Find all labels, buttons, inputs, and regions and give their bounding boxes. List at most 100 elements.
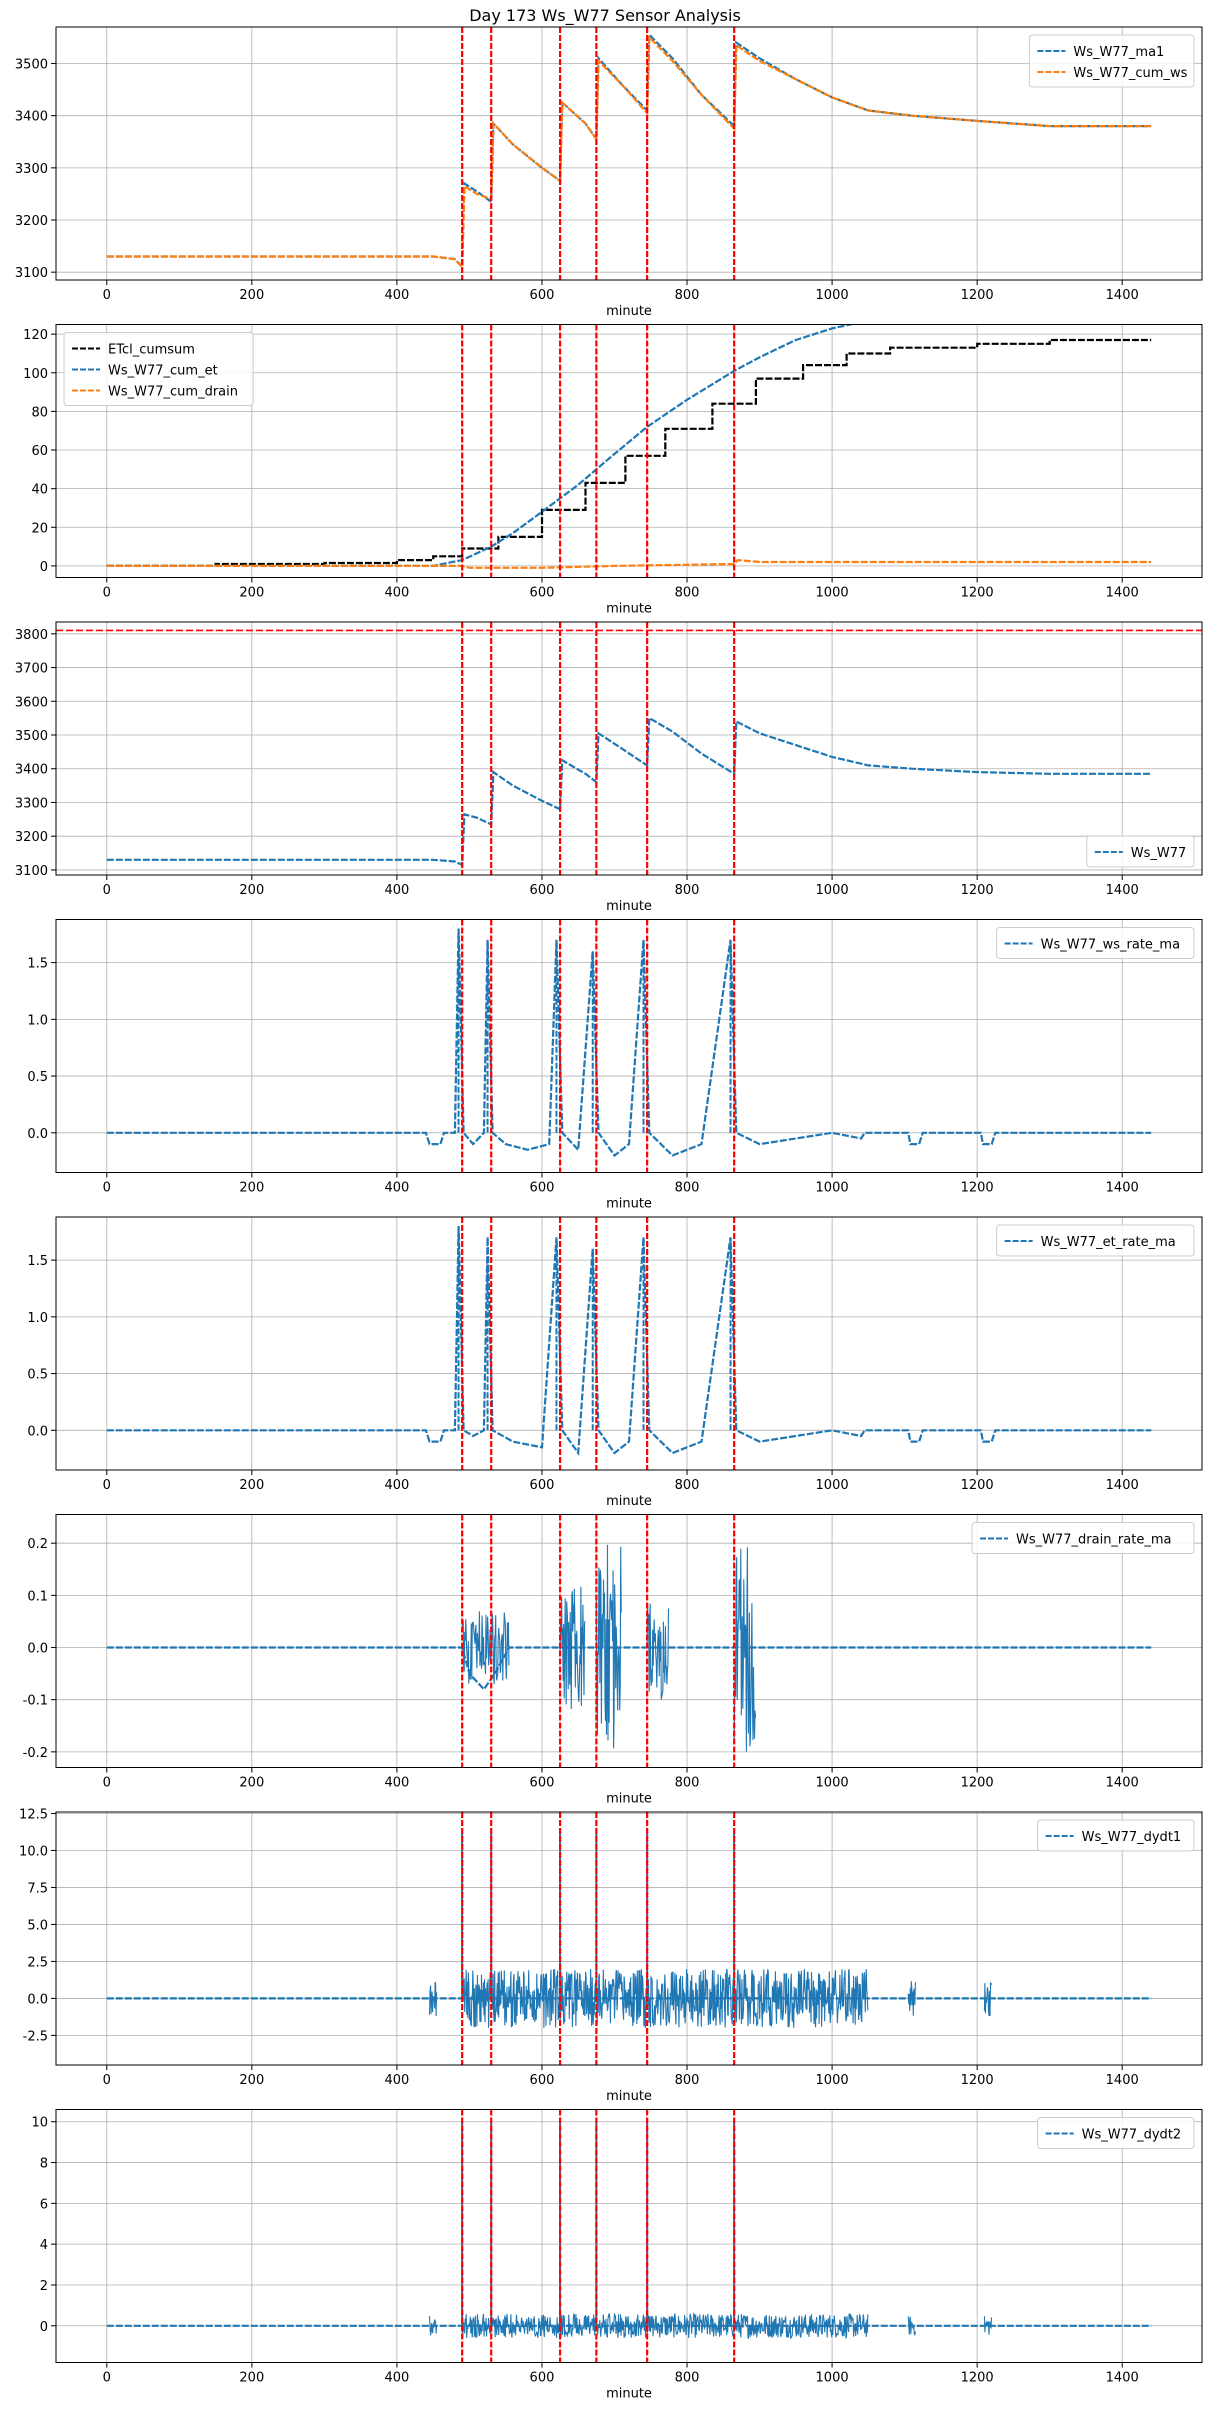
- x-tick-label: 600: [530, 1776, 555, 1791]
- legend-box: [1086, 835, 1195, 868]
- x-tick-label: 0: [103, 1478, 111, 1493]
- legend-box: [1037, 1819, 1195, 1852]
- legend: Ws_W77_ws_rate_ma: [996, 927, 1195, 959]
- legend: ETcl_cumsum Ws_W77_cum_et Ws_W77_cum_drain: [63, 332, 254, 406]
- y-tick-label: 12.5: [19, 1807, 48, 1822]
- y-tick-label: 1.5: [27, 1254, 48, 1269]
- y-tick-label: 3800: [15, 628, 48, 643]
- legend-label: Ws_W77: [1131, 846, 1187, 861]
- x-tick-label: 800: [675, 1776, 700, 1791]
- x-tick-label: 200: [239, 288, 264, 303]
- y-tick-label: 3400: [15, 110, 48, 125]
- axes-frame: [55, 26, 1203, 281]
- series-line-Ws_W77: [106, 716, 1152, 867]
- x-tick-label: 1200: [961, 1776, 994, 1791]
- x-tick-label: 600: [530, 586, 555, 601]
- x-tick-label: 0: [103, 2073, 111, 2088]
- x-tick-label: 800: [675, 586, 700, 601]
- legend-label: Ws_W77_cum_et: [108, 364, 218, 379]
- x-axis-label: minute: [606, 2089, 652, 2104]
- plot-area: [106, 2109, 1152, 2363]
- y-tick-label: 5.0: [27, 1918, 48, 1933]
- x-tick-label: 1000: [816, 586, 849, 601]
- x-tick-label: 600: [530, 2073, 555, 2088]
- x-tick-label: 400: [384, 1181, 409, 1196]
- x-axis-label: minute: [606, 602, 652, 617]
- x-tick-label: 400: [384, 288, 409, 303]
- legend-label: Ws_W77_dydt2: [1082, 2128, 1182, 2143]
- x-ticks: 0 200 400 600 800 1000 1200 1400: [103, 280, 1139, 303]
- x-tick-label: 1400: [1106, 1181, 1139, 1196]
- x-tick-label: 1400: [1106, 288, 1139, 303]
- series-line-Ws_W77_cum_drain: [106, 558, 1152, 569]
- y-tick-label: 4: [40, 2238, 48, 2253]
- y-tick-label: 2: [40, 2279, 48, 2294]
- panel-7: 0 200 400 600 800 1000 1200 1400 -2.5 0.0 2.5 5.0 7.…: [19, 1807, 1203, 2104]
- x-tick-label: 1000: [816, 2073, 849, 2088]
- x-tick-label: 1400: [1106, 586, 1139, 601]
- x-axis-label: minute: [606, 304, 652, 319]
- x-tick-label: 200: [239, 2371, 264, 2386]
- axes-frame: [55, 1216, 1203, 1471]
- y-tick-label: 3500: [15, 729, 48, 744]
- x-tick-label: 200: [239, 2073, 264, 2088]
- plot-area: [106, 1514, 1152, 1768]
- x-tick-label: 1400: [1106, 2371, 1139, 2386]
- y-tick-label: 10: [31, 2116, 48, 2131]
- x-tick-label: 200: [239, 883, 264, 898]
- x-tick-label: 200: [239, 1776, 264, 1791]
- legend-label: Ws_W77_cum_ws: [1073, 66, 1187, 81]
- x-ticks: 0 200 400 600 800 1000 1200 1400: [103, 577, 1139, 601]
- x-tick-label: 400: [384, 2371, 409, 2386]
- axes-frame: [55, 2109, 1203, 2363]
- axes-frame: [55, 1514, 1203, 1768]
- figure-title: Day 173 Ws_W77 Sensor Analysis: [469, 6, 741, 26]
- series-line-Ws_W77_cum_ws: [106, 34, 1152, 270]
- legend-box: [63, 332, 254, 406]
- y-tick-label: 0.0: [27, 1642, 48, 1657]
- noise-band: [733, 1547, 757, 1752]
- axes-frame: [55, 1811, 1203, 2066]
- x-ticks: 0 200 400 600 800 1000 1200 1400: [103, 2065, 1139, 2088]
- y-tick-label: 3400: [15, 763, 48, 778]
- y-tick-label: 3700: [15, 662, 48, 677]
- y-tick-label: 0: [40, 2320, 48, 2335]
- y-ticks: 0 2 4 6 8 10: [31, 2116, 56, 2335]
- legend: Ws_W77_drain_rate_ma: [971, 1522, 1195, 1554]
- y-tick-label: 0.0: [27, 1127, 48, 1142]
- x-tick-label: 400: [384, 586, 409, 601]
- y-tick-label: 7.5: [27, 1881, 48, 1896]
- y-tick-label: 100: [23, 367, 48, 382]
- y-tick-label: 120: [23, 328, 48, 343]
- x-tick-label: 0: [103, 2371, 111, 2386]
- noise-band: [428, 1981, 438, 2017]
- panel-3: 0 200 400 600 800 1000 1200 1400 3100 3200 3300 340…: [15, 621, 1203, 914]
- x-axis-label: minute: [606, 899, 652, 914]
- plot-area: [106, 919, 1152, 1173]
- x-tick-label: 800: [675, 288, 700, 303]
- series-line-ETcl_cumsum: [106, 338, 1152, 567]
- y-tick-label: 3300: [15, 162, 48, 177]
- panel-1: 0 200 400 600 800 1000 1200 1400 3100 3200 3300 340…: [15, 26, 1203, 319]
- legend: Ws_W77: [1086, 835, 1195, 868]
- panel-2: 0 200 400 600 800 1000 1200 1400 0 20 40 60 80 100 120…: [23, 324, 1203, 617]
- y-tick-label: 0.1: [27, 1589, 48, 1604]
- x-tick-label: 600: [530, 883, 555, 898]
- grid: [56, 622, 1202, 875]
- panel-4: 0 200 400 600 800 1000 1200 1400 0.0 0.5 1.0 1.5 min…: [27, 919, 1203, 1212]
- y-tick-label: 0.0: [27, 1992, 48, 2007]
- y-tick-label: -0.1: [23, 1694, 48, 1709]
- y-tick-label: 3200: [15, 214, 48, 229]
- y-ticks: 0.0 0.5 1.0 1.5: [27, 957, 56, 1142]
- legend: Ws_W77_et_rate_ma: [996, 1224, 1195, 1257]
- axes-frame: [55, 324, 1203, 578]
- y-tick-label: 3100: [15, 266, 48, 281]
- legend-label: Ws_W77_et_rate_ma: [1041, 1235, 1176, 1250]
- panel-5: 0 200 400 600 800 1000 1200 1400 0.0 0.5 1.0 1.5 min…: [27, 1216, 1203, 1509]
- x-tick-label: 1200: [961, 2371, 994, 2386]
- x-tick-label: 800: [675, 1181, 700, 1196]
- x-tick-label: 1200: [961, 1181, 994, 1196]
- x-tick-label: 1400: [1106, 1478, 1139, 1493]
- y-tick-label: 80: [31, 405, 48, 420]
